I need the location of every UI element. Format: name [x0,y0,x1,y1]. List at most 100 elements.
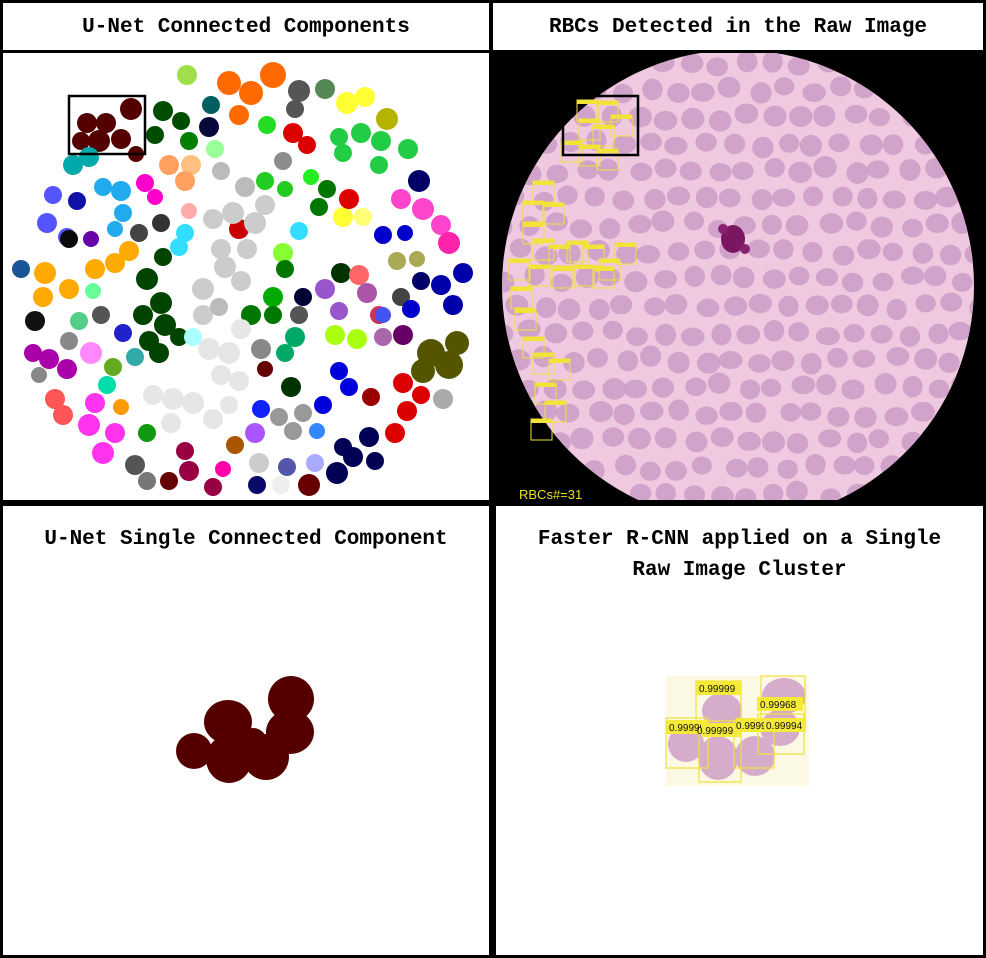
rbc-cell [502,487,518,500]
rbc-cell [535,297,557,319]
rbc-cell [629,483,652,500]
detection-label-bar [509,259,530,263]
rbc-cell [815,268,839,287]
rbc-cell [948,321,972,341]
rbc-cell [680,53,704,73]
rbc-cell [874,373,897,395]
rbc-cell [949,53,973,71]
detection-label-bar [523,223,544,227]
rbc-cell [724,133,746,155]
rbc-cell [624,271,648,293]
rbc-cell [844,104,868,124]
rbc-cell [655,483,676,500]
detection-score: 0.9999 [736,721,767,732]
rbc-cell [664,136,688,155]
rbc-cell [628,427,651,450]
detection-label-bar [511,287,532,291]
rbc-cell [685,377,707,396]
rbc-cell [569,219,593,239]
rbc-cell [830,76,852,97]
cluster-highlight-box [561,94,640,157]
rbc-cell [617,350,639,372]
detection-label-bar [535,383,556,387]
rbc-cell [534,246,558,266]
rbc-cell [502,185,525,207]
rbc-cell [950,110,973,131]
rbc-cell [899,326,921,347]
rbc-cell [762,269,786,289]
rbc-cell [802,186,823,207]
rbc-cell [732,266,755,289]
rbc-cell [680,327,705,347]
rbc-cell [695,186,718,209]
rbc-cell [628,214,652,234]
rbc-cell [912,242,934,264]
rbc-cell [710,264,732,286]
rbc-cell [575,53,598,70]
rbc-cell [650,53,675,72]
rbc-cell [546,164,569,184]
rbc-cell [964,81,974,103]
panel-bottom-left: U-Net Single Connected Component [3,506,489,955]
rbc-cell [772,188,796,207]
rbc-cell [718,188,741,208]
rbc-cell [805,295,829,316]
rbc-cell [664,293,688,315]
rbc-cell [846,211,867,231]
rbc-cell [914,348,938,370]
rbc-cell [761,431,786,453]
rbc-cell [921,481,944,500]
rbc-cell [779,133,800,153]
rbc-cell [679,161,702,181]
rbc-cell [535,460,556,481]
rbc-cell [609,295,633,315]
rbc-cell [924,55,947,76]
rbc-cell [902,107,923,127]
rbc-cell [853,456,875,475]
rbc-count-label: RBCs#=31 [519,487,582,500]
rbc-cell [709,163,732,182]
rbc-cell [543,378,567,400]
rbc-cell [655,323,677,346]
rbc-cell [612,190,635,211]
rbc-cell [654,158,677,178]
rbc-cell [924,265,947,287]
panel-bottom-right-title-line2: Raw Image Cluster [632,559,847,582]
rbc-cell [570,427,594,450]
rbc-cell [813,156,837,179]
rbc-cell [827,347,848,368]
rbc-cell [640,345,662,367]
panel-top-right-title-bar: RBCs Detected in the Raw Image [493,3,983,50]
rbc-cell [763,320,785,342]
rbc-cell [739,379,761,400]
rbc-cell [586,239,610,261]
single-component-plot [176,676,314,783]
rbc-cell [751,189,773,211]
rbc-cell [644,188,666,210]
rbc-cell [819,213,844,234]
rbc-cell [925,213,949,234]
rbc-cell [780,402,801,422]
rbc-cell [882,242,903,262]
rbc-cell [940,292,963,312]
rbc-cell [736,53,758,73]
rbc-cell [654,427,677,449]
rbc-cell [886,346,910,366]
rbc-cell [818,429,842,448]
rbc-cell [644,297,666,316]
rbc-cell [961,460,974,480]
detection-label-bar [533,181,554,185]
rbc-cell [640,401,664,421]
detection-score: 0.99968 [760,700,797,711]
rbc-cell [868,429,889,449]
rbc-cell [857,187,878,209]
rbc-cell [667,351,690,374]
rbc-cell [587,347,608,368]
rbc-cell [833,455,856,475]
rbc-cell [785,215,809,236]
rbc-cell [696,298,720,318]
rbc-cell [884,407,909,427]
rbc-cell [628,106,652,128]
rbc-cell [736,325,761,345]
rbc-cell [828,133,850,153]
